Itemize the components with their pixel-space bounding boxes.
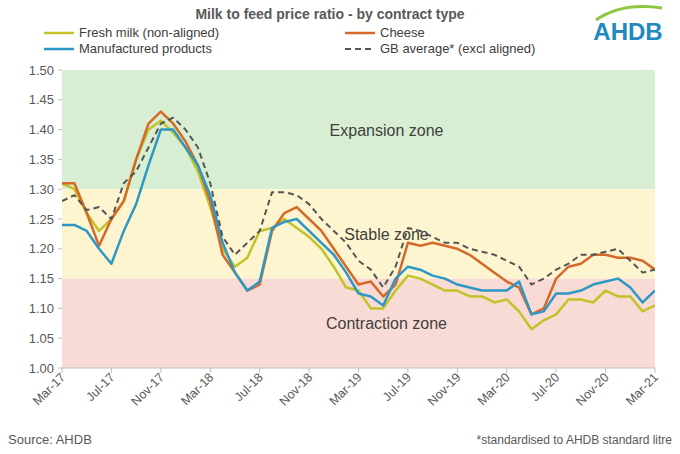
x-tick [259,368,260,373]
y-tick [58,278,62,279]
y-tick [58,219,62,220]
source: Source: AHDB [8,432,92,447]
legend-label: Cheese [380,25,425,40]
legend-swatch [345,48,375,50]
x-tick-label: Jul-18 [232,370,266,404]
zone-label: Stable zone [344,226,429,243]
x-tick-label: Mar-20 [475,370,513,408]
y-tick [58,70,62,71]
zones [62,70,655,368]
legend-label: Fresh milk (non-aligned) [79,25,219,40]
x-tick [358,368,359,373]
y-tick [58,129,62,130]
legend-item: Fresh milk (non-aligned) [44,25,219,40]
legend-item: Manufactured products [44,41,212,56]
y-tick-label: 1.45 [29,92,54,107]
y-tick-label: 1.30 [29,182,54,197]
x-tick [605,368,606,373]
legend-label: Manufactured products [79,41,212,56]
legend-swatch [44,48,74,51]
x-tick [210,368,211,373]
x-tick-label: Nov-19 [425,370,463,408]
x-tick [457,368,458,373]
legend-item: Cheese [345,25,425,40]
x-tick [655,368,656,373]
x-tick [160,368,161,373]
x-tick-label: Nov-17 [129,370,167,408]
x-tick-label: Jul-20 [528,370,562,404]
zone-band [62,70,655,189]
y-tick-label: 1.00 [29,361,54,376]
y-tick [58,159,62,160]
zone-label: Expansion zone [330,122,444,139]
y-tick-label: 1.35 [29,152,54,167]
x-tick-label: Mar-21 [623,370,661,408]
y-tick [58,338,62,339]
chart: Milk to feed price ratio - by contract t… [0,0,680,454]
x-tick-label: Nov-20 [573,370,611,408]
footnote: *standardised to AHDB standard litre [477,433,673,447]
y-tick [58,189,62,190]
y-tick-label: 1.05 [29,331,54,346]
y-tick [58,99,62,100]
y-tick [58,308,62,309]
x-tick [111,368,112,373]
series-line [62,112,655,315]
y-tick-label: 1.20 [29,241,54,256]
y-tick [58,368,62,369]
x-tick-label: Jul-17 [84,370,118,404]
x-tick [62,368,63,373]
y-tick-label: 1.50 [29,63,54,78]
x-tick-label: Mar-17 [30,370,68,408]
x-tick-label: Jul-19 [380,370,414,404]
legend-swatch [44,32,74,35]
lines [62,112,655,330]
y-tick-label: 1.40 [29,122,54,137]
series-line [62,121,655,330]
x-tick-label: Mar-18 [178,370,216,408]
title: Milk to feed price ratio - by contract t… [195,6,464,22]
legend-label: GB average* (excl aligned) [380,41,535,56]
logo: AHDB [593,7,662,46]
zone-label: Contraction zone [326,315,447,332]
x-tick-label: Mar-19 [327,370,365,408]
y-tick-label: 1.10 [29,301,54,316]
x-tick [309,368,310,373]
y-tick [58,248,62,249]
legend-item: GB average* (excl aligned) [345,41,535,56]
series-line [62,118,655,288]
x-tick [407,368,408,373]
legend-swatch [345,32,375,35]
x-tick [556,368,557,373]
x-tick-label: Nov-18 [277,370,315,408]
x-tick [506,368,507,373]
logo-text: AHDB [593,18,662,45]
series-line [62,130,655,315]
y-tick-label: 1.15 [29,271,54,286]
y-tick-label: 1.25 [29,212,54,227]
